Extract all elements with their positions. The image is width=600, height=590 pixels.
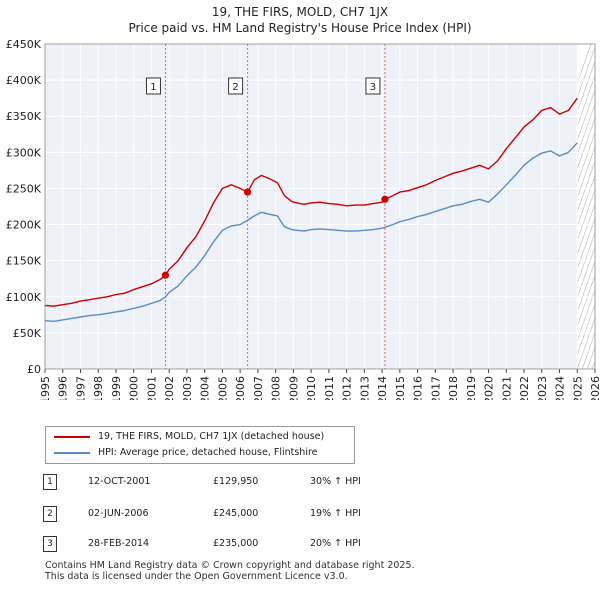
sale-row: 1 12-OCT-2001 £129,950 30% ↑ HPI bbox=[40, 474, 440, 490]
forecast-area bbox=[577, 44, 595, 369]
chart-legend: 19, THE FIRS, MOLD, CH7 1JX (detached ho… bbox=[45, 426, 355, 464]
y-tick-label: £300K bbox=[6, 146, 42, 159]
chart-title-line2: Price paid vs. HM Land Registry's House … bbox=[128, 21, 472, 35]
x-tick-label: 2018 bbox=[447, 376, 460, 400]
y-tick-label: £100K bbox=[6, 291, 42, 304]
forecast-hatch-line bbox=[577, 174, 595, 228]
sale-hpi-diff: 19% ↑ HPI bbox=[310, 508, 361, 519]
x-tick-label: 2002 bbox=[163, 376, 176, 400]
x-tick-label: 2023 bbox=[536, 376, 549, 400]
x-tick-label: 1997 bbox=[74, 376, 87, 400]
sale-number-badge: 2 bbox=[43, 506, 57, 522]
x-tick-label: 2000 bbox=[128, 376, 141, 400]
sale-price: £129,950 bbox=[213, 476, 259, 487]
x-tick-label: 2003 bbox=[181, 376, 194, 400]
forecast-hatch-line bbox=[577, 74, 595, 128]
x-tick-label: 2005 bbox=[216, 376, 229, 400]
chart-title-line1: 19, THE FIRS, MOLD, CH7 1JX bbox=[211, 5, 389, 19]
x-tick-label: 2019 bbox=[465, 376, 478, 400]
x-tick-label: 2025 bbox=[571, 376, 584, 400]
x-tick-label: 2013 bbox=[358, 376, 371, 400]
x-tick-label: 2004 bbox=[199, 376, 212, 400]
x-tick-label: 2008 bbox=[270, 376, 283, 400]
forecast-hatch-line bbox=[577, 203, 595, 256]
forecast-hatch-line bbox=[577, 274, 595, 328]
legend-swatch-hpi bbox=[54, 451, 90, 454]
forecast-hatch-line bbox=[577, 303, 595, 356]
y-tick-label: £0 bbox=[27, 363, 41, 376]
sale-price: £235,000 bbox=[213, 538, 259, 549]
sale-hpi-diff: 30% ↑ HPI bbox=[310, 476, 361, 487]
x-tick-label: 2006 bbox=[234, 376, 247, 400]
chart-title: 19, THE FIRS, MOLD, CH7 1JX Price paid v… bbox=[0, 4, 600, 36]
footer-attribution: Contains HM Land Registry data © Crown c… bbox=[45, 560, 415, 582]
footer-line1: Contains HM Land Registry data © Crown c… bbox=[45, 560, 415, 571]
sale-point bbox=[161, 271, 170, 279]
y-tick-label: £50K bbox=[13, 327, 42, 340]
sale-label-box bbox=[365, 77, 381, 95]
y-tick-label: £450K bbox=[6, 38, 42, 51]
sale-label-number: 2 bbox=[232, 82, 238, 93]
y-tick-label: £150K bbox=[6, 255, 42, 268]
legend-swatch-property bbox=[54, 435, 90, 438]
legend-item-hpi: HPI: Average price, detached house, Flin… bbox=[54, 445, 318, 461]
forecast-hatch-line bbox=[577, 60, 595, 113]
x-tick-label: 2024 bbox=[554, 376, 567, 400]
x-tick-label: 2001 bbox=[145, 376, 158, 400]
sale-point bbox=[244, 188, 252, 196]
sale-label-number: 1 bbox=[150, 82, 156, 93]
x-tick-label: 2015 bbox=[394, 376, 407, 400]
sale-label-box bbox=[228, 77, 244, 95]
x-tick-label: 2009 bbox=[287, 376, 300, 400]
footer-line2: This data is licensed under the Open Gov… bbox=[45, 571, 348, 582]
y-tick-label: £200K bbox=[6, 219, 42, 232]
plot-frame bbox=[44, 43, 596, 370]
x-tick-label: 1996 bbox=[57, 376, 70, 400]
x-tick-label: 1995 bbox=[39, 376, 52, 400]
x-tick-label: 1999 bbox=[110, 376, 123, 400]
x-tick-label: 2012 bbox=[341, 376, 354, 400]
x-tick-label: 2026 bbox=[589, 376, 600, 400]
sale-number-badge: 1 bbox=[43, 474, 57, 490]
forecast-hatch-line bbox=[577, 88, 595, 142]
y-tick-label: £250K bbox=[6, 182, 42, 195]
x-tick-label: 2022 bbox=[518, 376, 531, 400]
x-tick-label: 2020 bbox=[483, 376, 496, 400]
sale-date: 12-OCT-2001 bbox=[88, 476, 151, 487]
x-tick-label: 1998 bbox=[92, 376, 105, 400]
sale-point bbox=[381, 195, 389, 203]
sale-label-box bbox=[145, 77, 161, 95]
sale-hpi-diff: 20% ↑ HPI bbox=[310, 538, 361, 549]
legend-item-property: 19, THE FIRS, MOLD, CH7 1JX (detached ho… bbox=[54, 429, 324, 445]
forecast-hatch-line bbox=[577, 160, 595, 213]
x-tick-label: 2014 bbox=[376, 376, 389, 400]
sale-row: 3 28-FEB-2014 £235,000 20% ↑ HPI bbox=[40, 536, 440, 552]
price-chart: £0 £50K £100K £150K £200K £250K £300K £350K £400… bbox=[6, 38, 600, 400]
plot-area bbox=[45, 44, 595, 369]
sale-row: 2 02-JUN-2006 £245,000 19% ↑ HPI bbox=[40, 506, 440, 522]
legend-label-hpi: HPI: Average price, detached house, Flin… bbox=[98, 447, 318, 458]
hpi-line bbox=[44, 142, 578, 322]
x-tick-label: 2017 bbox=[429, 376, 442, 400]
x-tick-label: 2016 bbox=[412, 376, 425, 400]
legend-label-property: 19, THE FIRS, MOLD, CH7 1JX (detached ho… bbox=[98, 431, 325, 442]
forecast-hatch-line bbox=[577, 188, 595, 242]
y-tick-label: £400K bbox=[6, 74, 42, 87]
x-tick-label: 2007 bbox=[252, 376, 265, 400]
x-tick-label: 2021 bbox=[500, 376, 513, 400]
sale-date: 02-JUN-2006 bbox=[88, 508, 149, 519]
sale-label-number: 3 bbox=[370, 82, 376, 93]
sale-price: £245,000 bbox=[213, 508, 259, 519]
property-price-line bbox=[44, 97, 578, 307]
y-tick-label: £350K bbox=[6, 110, 42, 123]
x-tick-label: 2010 bbox=[305, 376, 318, 400]
forecast-hatch-line bbox=[577, 288, 595, 342]
sale-number-badge: 3 bbox=[43, 536, 57, 552]
x-tick-label: 2011 bbox=[323, 376, 336, 400]
sale-date: 28-FEB-2014 bbox=[88, 538, 150, 549]
